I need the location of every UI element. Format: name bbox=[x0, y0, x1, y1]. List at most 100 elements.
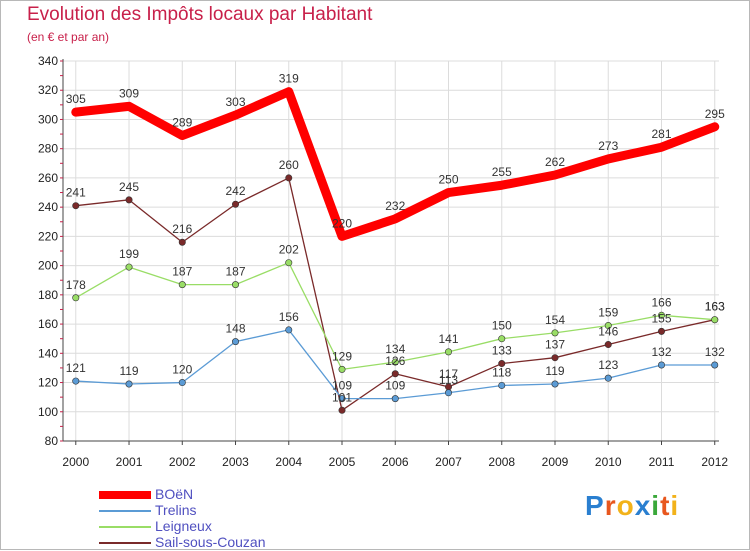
data-point-trelins bbox=[498, 381, 506, 389]
x-tick-label: 2004 bbox=[275, 455, 302, 469]
data-point-leigneux bbox=[125, 263, 133, 271]
data-label-bo-n: 305 bbox=[66, 92, 86, 106]
data-point-leigneux bbox=[338, 365, 346, 373]
legend-label-boen: BOëN bbox=[155, 486, 194, 502]
legend-swatch-trelins bbox=[99, 510, 151, 512]
data-point-sail-sous-couzan bbox=[657, 327, 665, 335]
y-tick-label: 160 bbox=[38, 317, 58, 331]
logo-letter: o bbox=[616, 490, 635, 521]
data-point-trelins bbox=[178, 379, 186, 387]
data-label-bo-n: 319 bbox=[279, 72, 299, 86]
data-label-trelins: 109 bbox=[385, 379, 405, 393]
data-point-sail-sous-couzan bbox=[391, 370, 399, 378]
data-point-sail-sous-couzan bbox=[551, 354, 559, 362]
data-label-leigneux: 163 bbox=[705, 300, 725, 314]
data-label-trelins: 132 bbox=[651, 345, 671, 359]
data-point-leigneux bbox=[178, 281, 186, 289]
data-label-trelins: 121 bbox=[66, 361, 86, 375]
data-point-trelins bbox=[551, 380, 559, 388]
data-label-bo-n: 255 bbox=[492, 165, 512, 179]
data-point-trelins bbox=[232, 338, 240, 346]
data-label-sail-sous-couzan: 216 bbox=[172, 222, 192, 236]
data-point-sail-sous-couzan bbox=[338, 406, 346, 414]
data-point-trelins bbox=[285, 326, 293, 334]
data-point-leigneux bbox=[498, 335, 506, 343]
x-tick-label: 2012 bbox=[701, 455, 728, 469]
data-point-sail-sous-couzan bbox=[285, 174, 293, 182]
data-label-bo-n: 273 bbox=[598, 139, 618, 153]
y-tick-label: 80 bbox=[45, 434, 59, 448]
y-tick-label: 340 bbox=[38, 54, 58, 68]
x-tick-label: 2010 bbox=[595, 455, 622, 469]
legend-item-sail-sous-couzan: Sail-sous-Couzan bbox=[99, 534, 319, 551]
data-label-sail-sous-couzan: 146 bbox=[598, 325, 618, 339]
data-label-sail-sous-couzan: 155 bbox=[651, 311, 671, 325]
data-label-sail-sous-couzan: 137 bbox=[545, 338, 565, 352]
legend-item-boen: BOëN bbox=[99, 486, 319, 503]
data-label-trelins: 132 bbox=[705, 345, 725, 359]
data-label-sail-sous-couzan: 117 bbox=[439, 367, 458, 381]
x-tick-label: 2008 bbox=[488, 455, 515, 469]
data-point-trelins bbox=[445, 389, 453, 397]
y-tick-label: 200 bbox=[38, 259, 58, 273]
data-label-sail-sous-couzan: 101 bbox=[332, 390, 352, 404]
data-label-trelins: 109 bbox=[332, 379, 352, 393]
legend-label-trelins: Trelins bbox=[155, 502, 197, 518]
data-label-bo-n: 295 bbox=[705, 107, 725, 121]
data-point-trelins bbox=[657, 361, 665, 369]
y-tick-label: 220 bbox=[38, 229, 58, 243]
legend-label-sail-sous-couzan: Sail-sous-Couzan bbox=[155, 534, 266, 550]
data-point-leigneux bbox=[445, 348, 453, 356]
data-label-leigneux: 166 bbox=[651, 295, 671, 309]
legend-swatch-boen bbox=[99, 491, 151, 499]
data-label-sail-sous-couzan: 133 bbox=[492, 344, 512, 358]
data-point-leigneux bbox=[391, 358, 399, 366]
logo-letter: i bbox=[670, 490, 680, 521]
data-label-leigneux: 134 bbox=[385, 342, 405, 356]
data-point-sail-sous-couzan bbox=[498, 360, 506, 368]
data-label-trelins: 113 bbox=[439, 373, 458, 387]
legend-item-leigneux: Leigneux bbox=[99, 518, 319, 535]
x-tick-label: 2009 bbox=[542, 455, 569, 469]
logo-letter: i bbox=[651, 490, 661, 521]
data-label-leigneux: 159 bbox=[598, 306, 618, 320]
series-line-bo-n bbox=[71, 87, 720, 241]
x-tick-label: 2003 bbox=[222, 455, 249, 469]
y-tick-label: 260 bbox=[38, 171, 58, 185]
legend-swatch-leigneux bbox=[99, 526, 151, 528]
data-label-leigneux: 187 bbox=[172, 265, 192, 279]
data-point-trelins bbox=[711, 361, 719, 369]
data-label-leigneux: 154 bbox=[545, 313, 565, 327]
data-label-sail-sous-couzan: 163 bbox=[705, 300, 725, 314]
data-point-leigneux bbox=[604, 322, 612, 330]
data-label-trelins: 156 bbox=[279, 310, 299, 324]
data-point-sail-sous-couzan bbox=[125, 196, 133, 204]
data-label-trelins: 118 bbox=[492, 365, 511, 379]
legend-label-leigneux: Leigneux bbox=[155, 518, 212, 534]
data-label-trelins: 119 bbox=[119, 364, 138, 378]
data-point-leigneux bbox=[711, 316, 719, 324]
data-label-bo-n: 250 bbox=[438, 173, 458, 187]
y-tick-label: 120 bbox=[38, 376, 58, 390]
data-label-leigneux: 202 bbox=[279, 243, 299, 257]
x-tick-label: 2007 bbox=[435, 455, 462, 469]
x-tick-label: 2011 bbox=[649, 455, 675, 469]
data-label-leigneux: 178 bbox=[66, 278, 86, 292]
x-tick-label: 2006 bbox=[382, 455, 409, 469]
data-point-leigneux bbox=[232, 281, 240, 289]
data-label-bo-n: 232 bbox=[385, 199, 405, 213]
legend-item-trelins: Trelins bbox=[99, 502, 319, 519]
logo-letter: P bbox=[585, 490, 605, 521]
data-point-leigneux bbox=[551, 329, 559, 337]
data-point-trelins bbox=[604, 374, 612, 382]
data-label-bo-n: 289 bbox=[172, 116, 192, 130]
data-point-trelins bbox=[125, 380, 133, 388]
logo-letter: x bbox=[634, 490, 652, 521]
chart-title: Evolution des Impôts locaux par Habitant bbox=[27, 4, 373, 25]
x-tick-label: 2000 bbox=[62, 455, 89, 469]
x-tick-label: 2005 bbox=[329, 455, 356, 469]
x-tick-label: 2001 bbox=[116, 455, 143, 469]
data-point-leigneux bbox=[285, 259, 293, 267]
